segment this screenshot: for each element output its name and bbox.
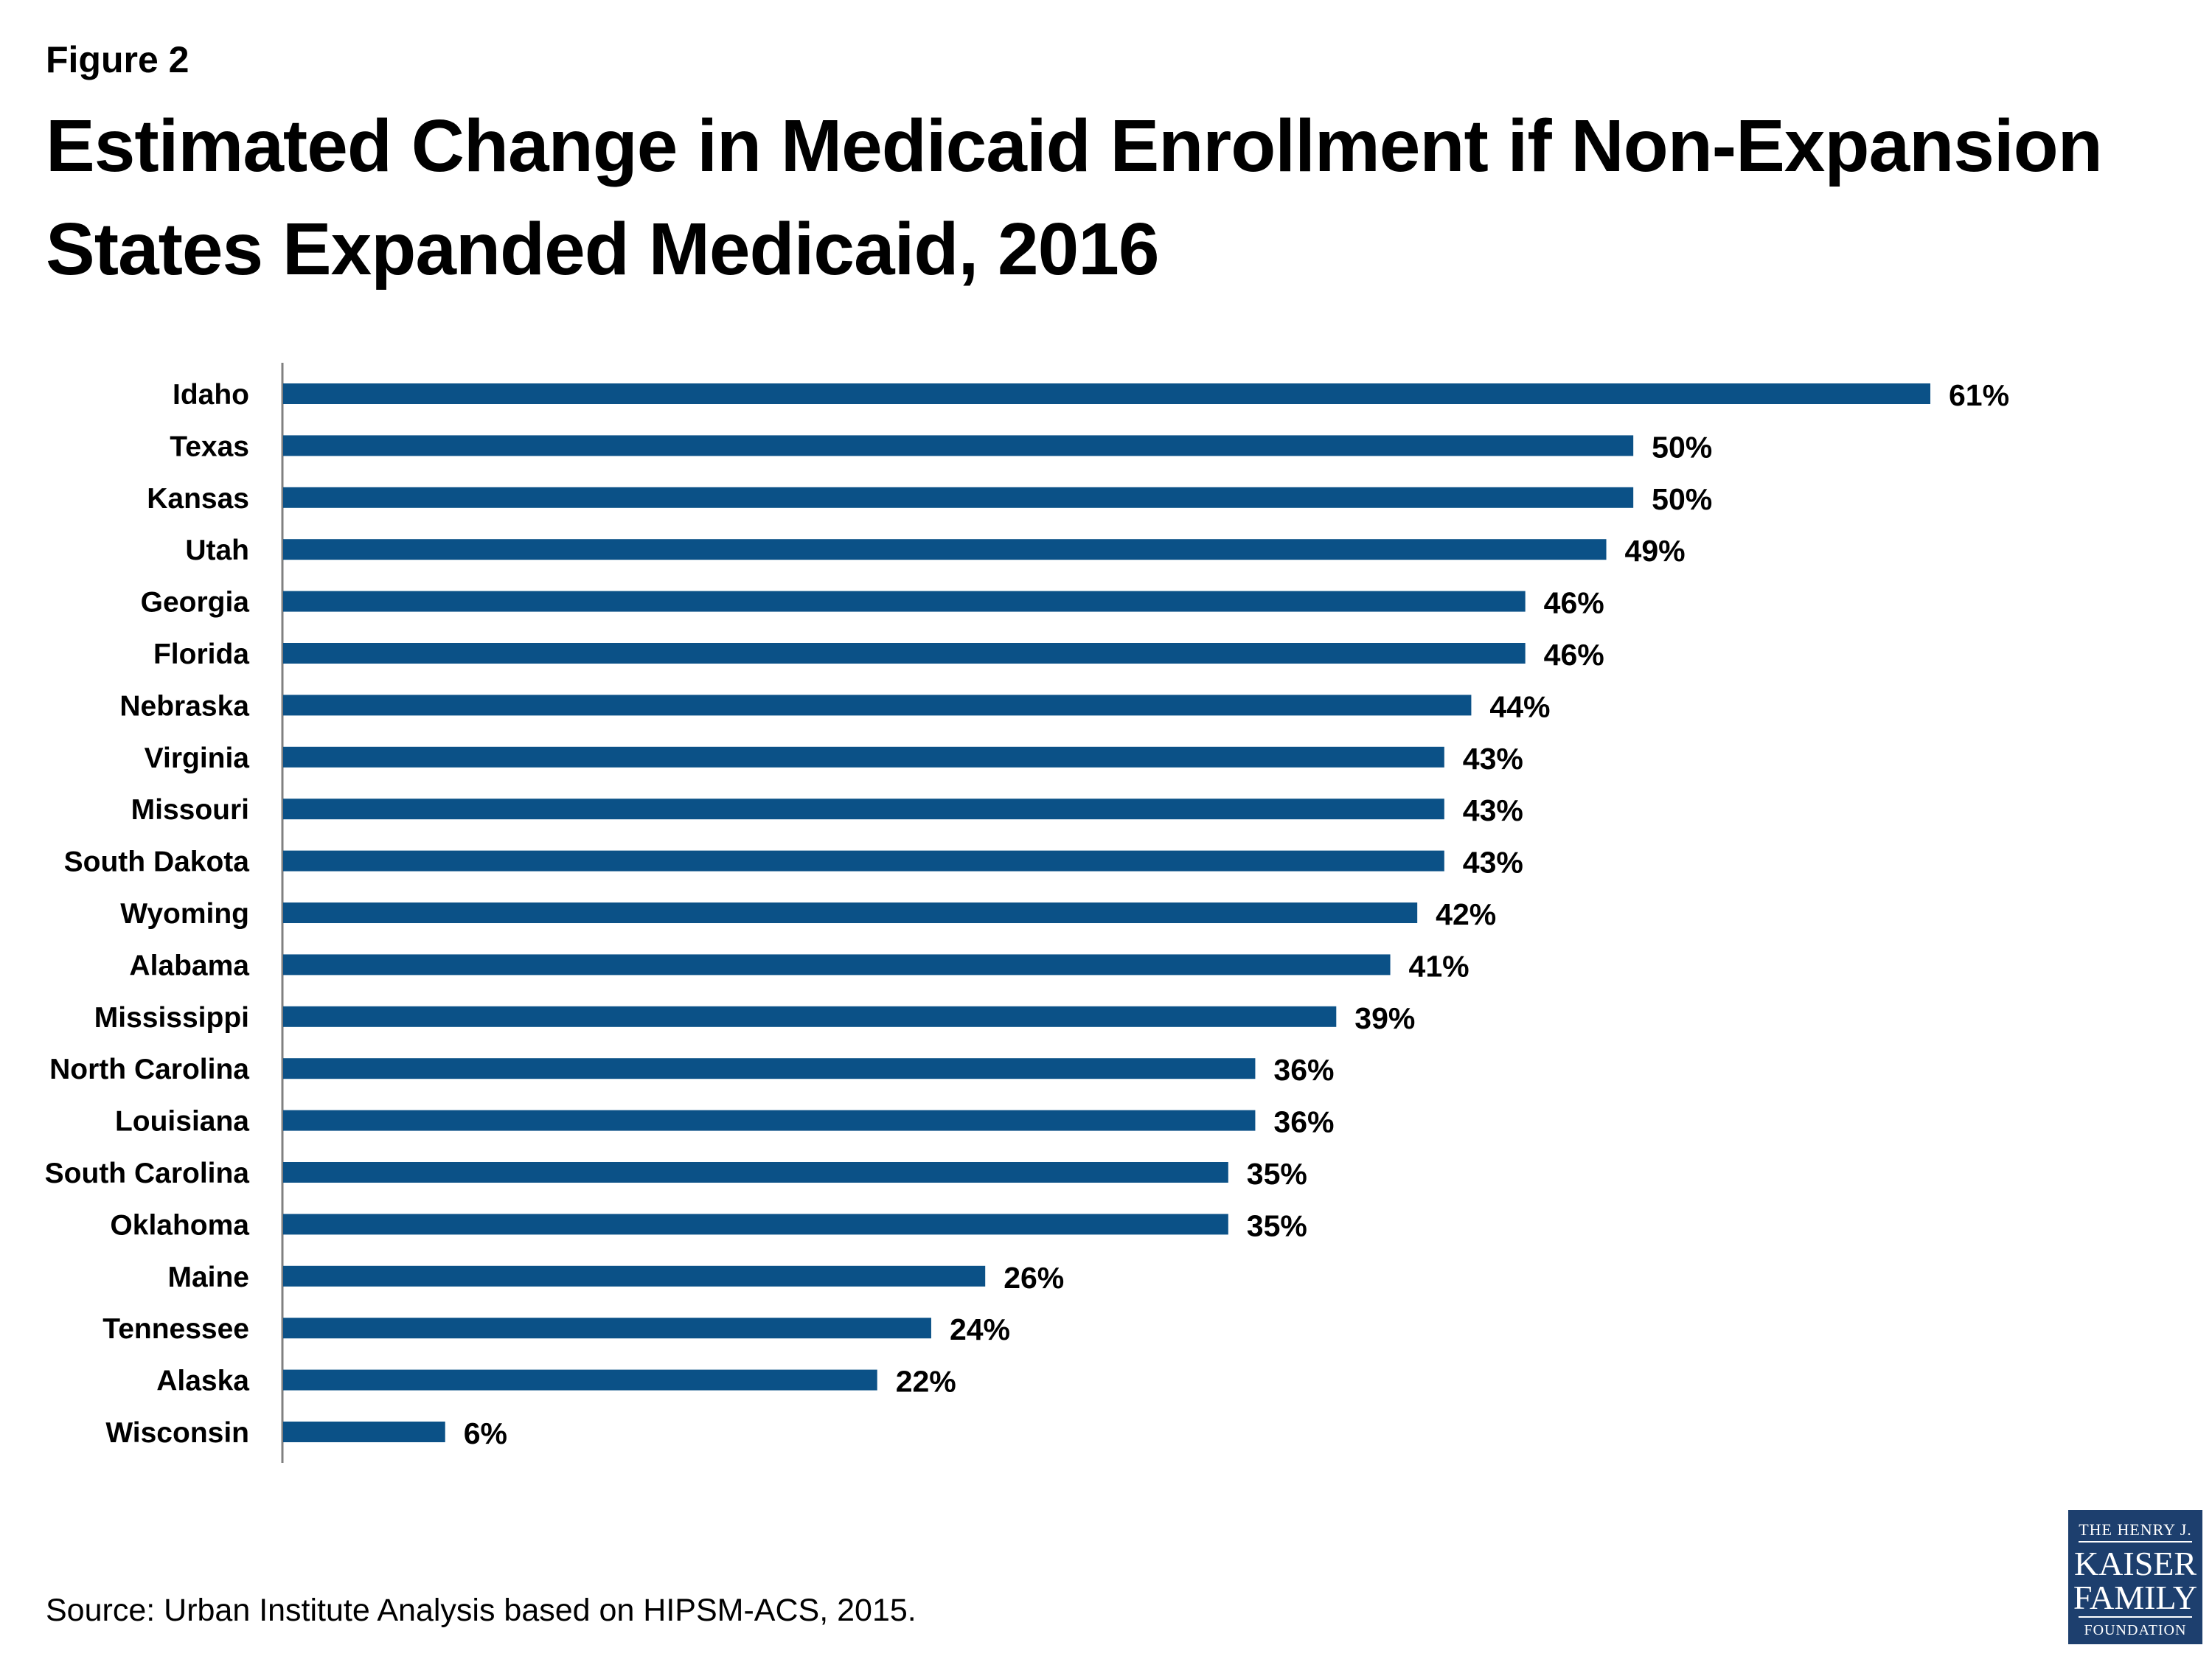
category-label: Kansas [147,483,249,515]
bar [283,643,1526,664]
value-label: 24% [950,1312,1010,1346]
bar [283,591,1526,612]
logo-line-2: KAISER [2073,1545,2197,1582]
value-label: 39% [1354,1001,1415,1035]
bar [283,954,1391,975]
bar [283,539,1607,560]
value-label: 43% [1463,793,1523,827]
category-label: Maine [167,1262,249,1293]
category-label: Mississippi [94,1002,249,1034]
bar [283,1318,931,1339]
logo-rule [2079,1616,2192,1618]
value-label: 42% [1436,897,1496,931]
value-label: 43% [1463,846,1523,880]
category-label: Wyoming [120,898,249,930]
bar [283,383,1930,404]
bar [283,850,1444,872]
value-label: 41% [1409,949,1470,983]
bar [283,1110,1256,1131]
category-label: South Carolina [45,1158,250,1189]
logo-line-1: THE HENRY J. [2079,1520,2192,1539]
bar [283,799,1444,820]
category-label: Nebraska [119,690,249,722]
value-label: 35% [1247,1208,1307,1242]
category-label: Louisiana [115,1106,249,1138]
category-label: Texas [170,431,249,462]
value-label: 26% [1004,1261,1064,1295]
value-label: 49% [1625,534,1686,568]
bar-chart: Idaho 61% Texas 50% Kansas 50% Utah 49% Georgia 4… [45,363,2009,1463]
value-label: 44% [1489,689,1550,723]
bar [283,435,1634,456]
logo-rule [2079,1541,2192,1543]
category-label: North Carolina [49,1054,249,1085]
value-label: 36% [1273,1053,1334,1087]
value-label: 22% [896,1365,956,1399]
category-label: Florida [153,639,249,670]
bar [283,902,1418,923]
category-label: Oklahoma [110,1209,249,1241]
category-label: Missouri [131,794,249,826]
bar [283,1006,1337,1027]
bar [283,1162,1228,1183]
value-label: 6% [464,1416,507,1450]
category-label: Idaho [173,379,249,411]
value-label: 50% [1652,430,1712,464]
bar [283,1422,445,1442]
value-label: 35% [1247,1157,1307,1191]
category-label: Alabama [129,950,249,981]
chart-title: Estimated Change in Medicaid Enrollment … [46,105,2103,291]
category-label: Alaska [156,1366,249,1397]
bar [283,487,1634,508]
value-label: 50% [1652,482,1712,516]
category-label: South Dakota [64,846,250,878]
value-label: 36% [1273,1105,1334,1139]
bar [283,1058,1256,1079]
source-note: Source: Urban Institute Analysis based o… [46,1593,917,1628]
value-label: 46% [1544,638,1604,672]
category-label: Utah [185,535,249,566]
bar [283,695,1472,716]
category-label: Georgia [141,587,250,619]
bar [283,1369,877,1391]
kff-logo: THE HENRY J. KAISER FAMILY FOUNDATION [2068,1510,2202,1644]
bar [283,1214,1228,1235]
logo-line-3: FAMILY [2073,1579,2198,1616]
value-label: 46% [1544,586,1604,620]
value-label: 43% [1463,742,1523,776]
logo-line-4: FOUNDATION [2084,1622,2187,1638]
category-label: Wisconsin [105,1417,249,1449]
figure-label: Figure 2 [46,39,189,80]
bar [283,746,1444,768]
value-label: 61% [1949,378,2009,412]
category-label: Virginia [145,742,250,774]
category-label: Tennessee [102,1313,249,1345]
bar [283,1265,986,1287]
